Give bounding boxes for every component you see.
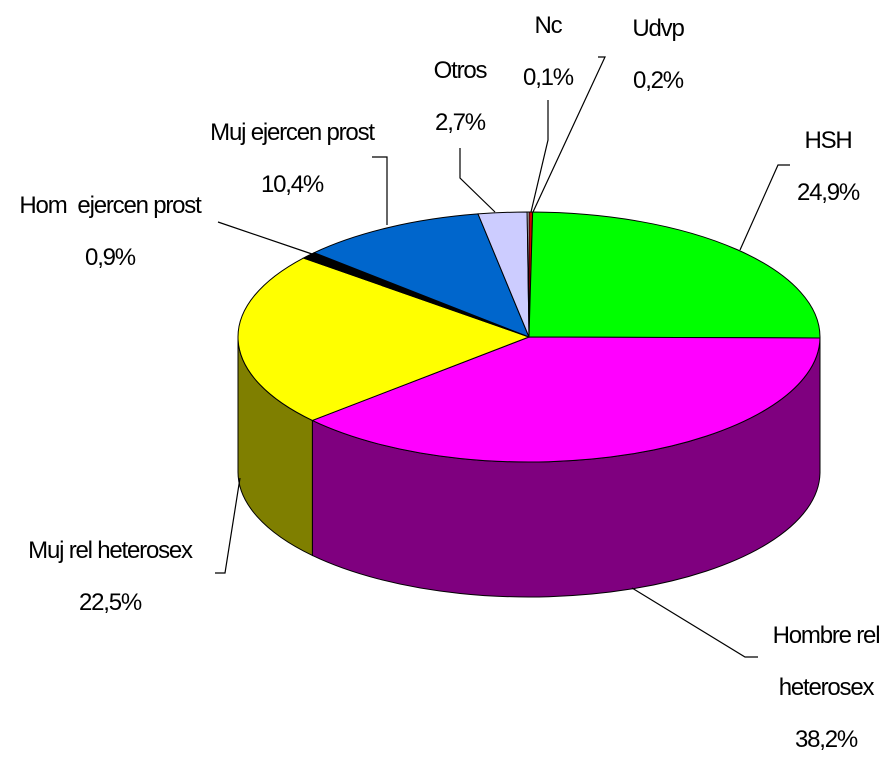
- value-label: 0,2%: [633, 67, 684, 94]
- value-label: 22,5%: [78, 589, 142, 616]
- category-label: Muj rel heterosex: [28, 537, 193, 564]
- slice-label: Udvp 0,2%: [558, 3, 758, 107]
- slice-label: HSH 24,9%: [728, 115, 893, 219]
- pie-slice: [237, 257, 531, 422]
- category-label: Udvp: [632, 15, 684, 42]
- category-label: Hom ejercen prost: [19, 192, 201, 219]
- slice-label: Nc 0,1%: [498, 0, 598, 104]
- pie-slice: [312, 213, 530, 338]
- leader-line: [739, 164, 790, 251]
- slice-label: Hom ejercen prost 0,9%: [0, 180, 225, 284]
- value-label: 2,7%: [435, 109, 486, 136]
- slice-label: Muj rel heterosex 22,5%: [0, 525, 220, 629]
- value-label: 0,9%: [85, 244, 136, 271]
- category-label: Otros: [433, 57, 488, 84]
- pie-slice: [528, 211, 821, 339]
- value-label: 0,1%: [523, 64, 574, 91]
- category-label: Muj ejercen prost: [210, 119, 375, 146]
- leader-line: [217, 221, 313, 255]
- leader-line: [215, 477, 241, 574]
- pie-tops: [237, 211, 821, 463]
- value-label: 24,9%: [796, 179, 860, 206]
- value-label: 10,4%: [260, 171, 324, 198]
- pie-slice: [526, 211, 530, 338]
- category-label: Nc: [534, 12, 563, 39]
- slice-label: Hombre rel heterosex 38,2%: [760, 610, 893, 763]
- pie-sides: [237, 336, 821, 598]
- pie-slice: [311, 336, 821, 463]
- category-label: Hombre rel heterosex: [772, 622, 885, 701]
- leader-lines: [215, 56, 790, 658]
- leader-line: [631, 587, 758, 658]
- leader-line: [532, 56, 606, 213]
- leader-line: [530, 100, 549, 213]
- slice-label: Muj ejercen prost 10,4%: [177, 107, 407, 211]
- leader-line: [372, 156, 388, 225]
- category-label: HSH: [804, 127, 852, 154]
- value-label: 38,2%: [794, 726, 858, 753]
- leader-line: [459, 148, 496, 213]
- slice-label: Otros 2,7%: [400, 45, 520, 149]
